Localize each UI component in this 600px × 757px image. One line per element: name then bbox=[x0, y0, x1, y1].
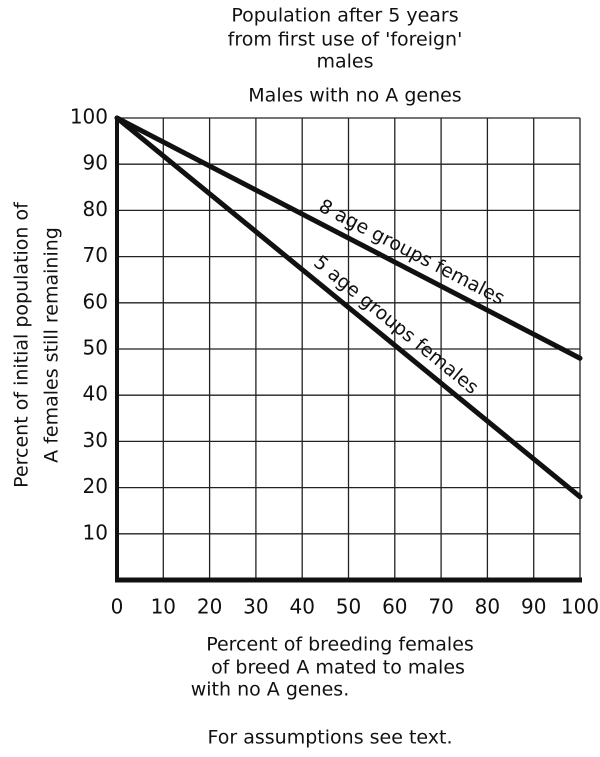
x-axis-label: with no A genes. bbox=[191, 679, 350, 701]
data-line bbox=[114, 115, 583, 361]
y-axis-label: Percent of initial population of bbox=[11, 201, 33, 488]
chart-subtitle: Males with no A genes bbox=[248, 85, 461, 107]
x-tick-label: 30 bbox=[243, 595, 268, 619]
x-tick-label: 40 bbox=[289, 595, 314, 619]
y-tick-label: 30 bbox=[83, 428, 108, 452]
y-tick-label: 50 bbox=[83, 336, 108, 360]
y-tick-label: 20 bbox=[83, 474, 108, 498]
chart-title: Population after 5 years bbox=[231, 5, 458, 27]
x-tick-label: 20 bbox=[197, 595, 222, 619]
x-tick-label: 60 bbox=[382, 595, 407, 619]
y-tick-label: 60 bbox=[83, 289, 108, 313]
y-tick-label: 100 bbox=[70, 105, 108, 129]
x-tick-label: 0 bbox=[111, 595, 124, 619]
annotation: For assumptions see text. bbox=[208, 727, 453, 749]
y-tick-label: 40 bbox=[83, 382, 108, 406]
x-axis-label: of breed A mated to males bbox=[211, 657, 465, 679]
y-axis-label: A females still remaining bbox=[41, 227, 63, 463]
x-tick-label: 70 bbox=[428, 595, 453, 619]
chart-title: from first use of 'foreign' bbox=[228, 29, 463, 51]
x-tick-label: 80 bbox=[475, 595, 500, 619]
y-tick-label: 10 bbox=[83, 520, 108, 544]
x-tick-label: 10 bbox=[151, 595, 176, 619]
chart-title: males bbox=[316, 51, 373, 73]
y-tick-label: 80 bbox=[83, 197, 108, 221]
y-tick-label: 90 bbox=[83, 151, 108, 175]
x-tick-label: 90 bbox=[521, 595, 546, 619]
x-tick-label: 50 bbox=[336, 595, 361, 619]
y-tick-label: 70 bbox=[83, 243, 108, 267]
x-tick-label: 100 bbox=[561, 595, 599, 619]
data-line bbox=[114, 115, 583, 500]
x-axis-label: Percent of breeding females bbox=[206, 634, 474, 656]
